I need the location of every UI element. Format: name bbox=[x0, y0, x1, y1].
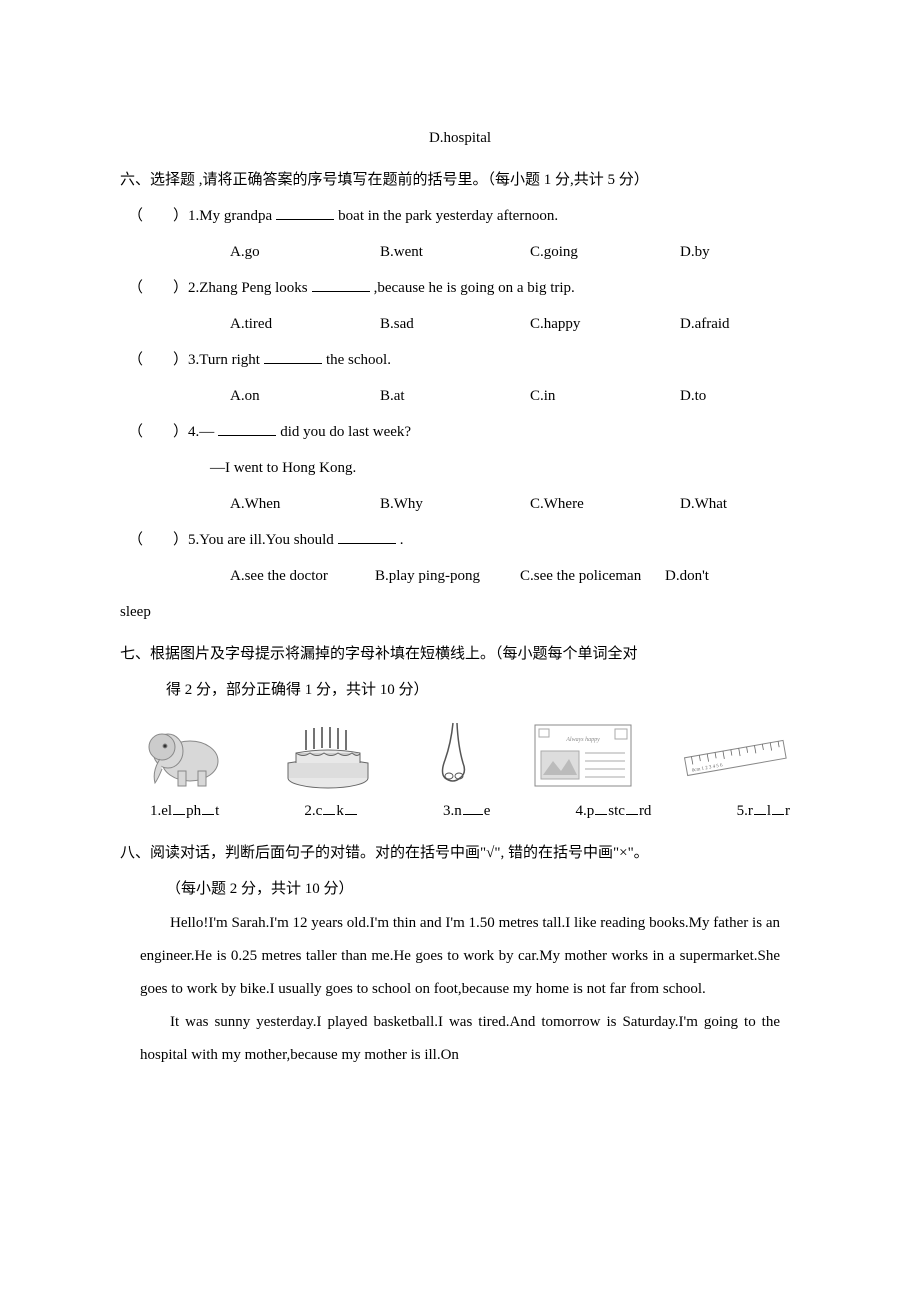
q4-opt-d: D.What bbox=[680, 486, 830, 522]
blank bbox=[312, 291, 370, 292]
q4-opt-c: C.Where bbox=[530, 486, 680, 522]
q5-opt-c: C.see the policeman bbox=[520, 558, 665, 594]
word2: 2.ck bbox=[304, 793, 357, 829]
answer-paren: （ ） bbox=[128, 342, 188, 378]
q2-opt-b: B.sad bbox=[380, 306, 530, 342]
word4: 4.pstcrd bbox=[576, 793, 652, 829]
section7-header: 七、根据图片及字母提示将漏掉的字母补填在短横线上。（每小题每个单词全对 bbox=[120, 636, 800, 672]
section6-header: 六、选择题 ,请将正确答案的序号填写在题前的括号里。（每小题 1 分,共计 5 … bbox=[120, 162, 800, 198]
ruler-icon: 0cm 1 2 3 4 5 6 bbox=[680, 731, 790, 781]
q5-overflow: sleep bbox=[120, 594, 800, 630]
q3-text-before: 3.Turn right bbox=[188, 342, 260, 378]
word3: 3.ne bbox=[443, 793, 490, 829]
word5: 5.rlr bbox=[737, 793, 790, 829]
blank bbox=[276, 219, 334, 220]
q2-text-before: 2.Zhang Peng looks bbox=[188, 270, 308, 306]
svg-text:Always happy: Always happy bbox=[565, 737, 600, 743]
nose-icon bbox=[425, 718, 485, 793]
q1-opt-b: B.went bbox=[380, 234, 530, 270]
blank bbox=[218, 435, 276, 436]
q3-opt-d: D.to bbox=[680, 378, 830, 414]
q1-opt-d: D.by bbox=[680, 234, 830, 270]
q2-options: A.tired B.sad C.happy D.afraid bbox=[230, 306, 800, 342]
answer-paren: （ ） bbox=[128, 522, 188, 558]
q2-opt-a: A.tired bbox=[230, 306, 380, 342]
q3-opt-a: A.on bbox=[230, 378, 380, 414]
passage: Hello!I'm Sarah.I'm 12 years old.I'm thi… bbox=[140, 907, 780, 1072]
q5-text-before: 5.You are ill.You should bbox=[188, 522, 334, 558]
q4-text-after: did you do last week? bbox=[280, 414, 411, 450]
q2-opt-c: C.happy bbox=[530, 306, 680, 342]
q5-options: A.see the doctor B.play ping-pong C.see … bbox=[230, 558, 800, 594]
q1-options: A.go B.went C.going D.by bbox=[230, 234, 800, 270]
q5-opt-b: B.play ping-pong bbox=[375, 558, 520, 594]
q3-options: A.on B.at C.in D.to bbox=[230, 378, 800, 414]
q5-opt-d: D.don't bbox=[665, 558, 810, 594]
q2-opt-d: D.afraid bbox=[680, 306, 830, 342]
q1-opt-a: A.go bbox=[230, 234, 380, 270]
q5-opt-a: A.see the doctor bbox=[230, 558, 375, 594]
answer-paren: （ ） bbox=[128, 198, 188, 234]
q1-text-after: boat in the park yesterday afternoon. bbox=[338, 198, 558, 234]
word-row: 1.elpht 2.ck 3.ne 4.pstcrd 5.rlr bbox=[150, 793, 790, 829]
q4-answer: —I went to Hong Kong. bbox=[210, 450, 800, 486]
q3: （ ） 3.Turn right the school. bbox=[128, 342, 800, 378]
q3-opt-b: B.at bbox=[380, 378, 530, 414]
word1: 1.elpht bbox=[150, 793, 219, 829]
blank bbox=[338, 543, 396, 544]
blank bbox=[264, 363, 322, 364]
cake-icon bbox=[278, 718, 378, 793]
q3-text-after: the school. bbox=[326, 342, 391, 378]
answer-paren: （ ） bbox=[128, 270, 188, 306]
answer-paren: （ ） bbox=[128, 414, 188, 450]
q4-opt-a: A.When bbox=[230, 486, 380, 522]
q5-text-after: . bbox=[400, 522, 404, 558]
image-row: Always happy 0cm 1 2 3 4 5 6 bbox=[140, 718, 790, 793]
q2-text-after: ,because he is going on a big trip. bbox=[374, 270, 575, 306]
q1-text-before: 1.My grandpa bbox=[188, 198, 272, 234]
passage-p2: It was sunny yesterday.I played basketba… bbox=[140, 1006, 780, 1072]
q1: （ ） 1.My grandpa boat in the park yester… bbox=[128, 198, 800, 234]
q3-opt-c: C.in bbox=[530, 378, 680, 414]
q2: （ ） 2.Zhang Peng looks ,because he is go… bbox=[128, 270, 800, 306]
top-option: D.hospital bbox=[120, 120, 800, 156]
elephant-icon bbox=[140, 721, 230, 791]
q4-opt-b: B.Why bbox=[380, 486, 530, 522]
section8-header-sub: （每小题 2 分，共计 10 分） bbox=[166, 871, 800, 907]
q5: （ ） 5.You are ill.You should . bbox=[128, 522, 800, 558]
q4-text-before: 4.— bbox=[188, 414, 214, 450]
section7-header-sub: 得 2 分，部分正确得 1 分，共计 10 分） bbox=[166, 672, 800, 708]
passage-p1: Hello!I'm Sarah.I'm 12 years old.I'm thi… bbox=[140, 907, 780, 1006]
q4-options: A.When B.Why C.Where D.What bbox=[230, 486, 800, 522]
q1-opt-c: C.going bbox=[530, 234, 680, 270]
section8-header: 八、阅读对话，判断后面句子的对错。对的在括号中画"√", 错的在括号中画"×"。 bbox=[120, 835, 800, 871]
postcard-icon: Always happy bbox=[533, 723, 633, 788]
q4: （ ） 4.— did you do last week? bbox=[128, 414, 800, 450]
